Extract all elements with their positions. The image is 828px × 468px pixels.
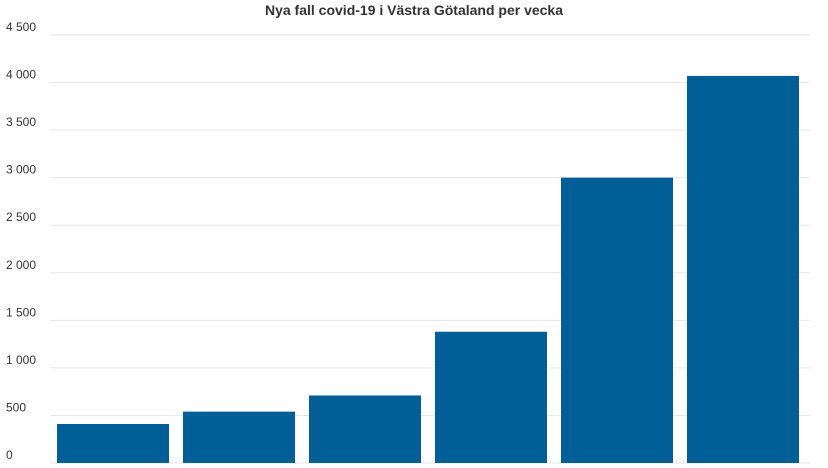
y-tick-label: 500 — [6, 400, 26, 414]
bar — [57, 424, 169, 463]
bar — [435, 331, 547, 463]
y-tick-label: 1 000 — [6, 353, 36, 367]
bars — [57, 75, 799, 464]
bar — [561, 177, 673, 463]
bar — [183, 411, 295, 463]
y-tick-label: 1 500 — [6, 305, 36, 319]
y-tick-label: 4 000 — [6, 68, 36, 82]
bar — [687, 75, 799, 464]
y-tick-label: 0 — [6, 448, 13, 462]
y-tick-label: 2 500 — [6, 210, 36, 224]
y-tick-label: 4 500 — [6, 20, 36, 34]
gridlines — [50, 34, 810, 464]
y-tick-label: 2 000 — [6, 258, 36, 272]
y-axis-ticks: 0 500 1 000 1 500 2 000 2 500 3 000 3 500 4 000 4… — [6, 20, 36, 462]
y-tick-label: 3 500 — [6, 115, 36, 129]
y-tick-label: 3 000 — [6, 163, 36, 177]
bar — [309, 395, 421, 463]
chart-title: Nya fall covid-19 i Västra Götaland per … — [265, 2, 563, 18]
